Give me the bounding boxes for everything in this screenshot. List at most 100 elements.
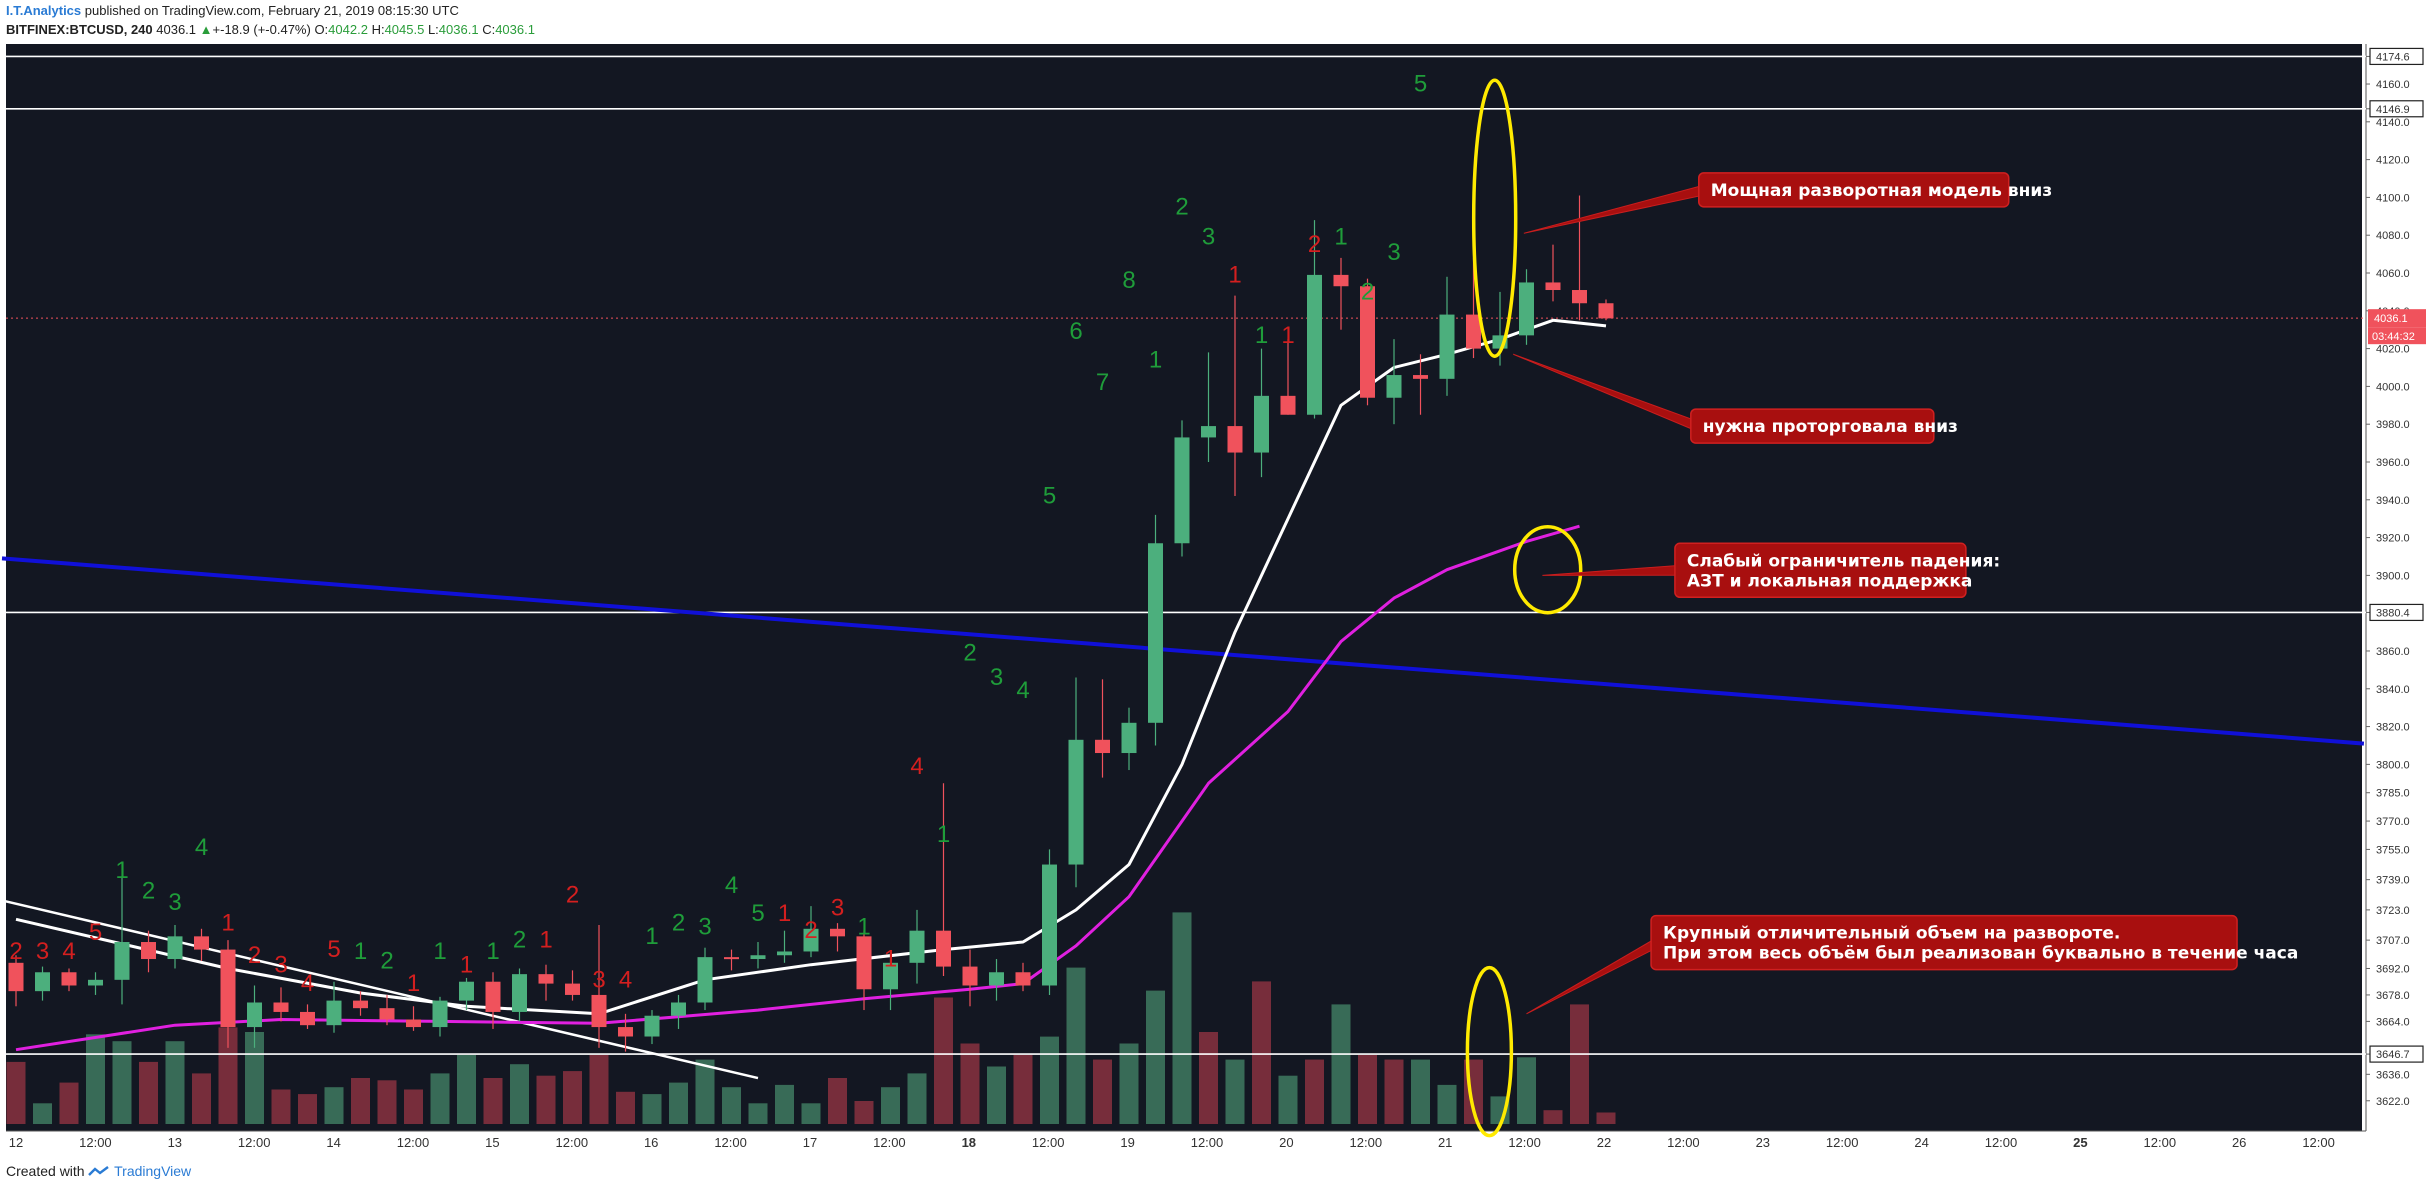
volume-bar [828,1078,847,1124]
price-tick-label: 3755.0 [2376,844,2410,856]
candle-body [459,981,474,1001]
candle-body [962,966,978,986]
volume-bar [6,1061,26,1124]
candle-body [1254,395,1269,453]
candle-body [432,1000,448,1028]
td-count-label: 5 [1414,71,1427,98]
volume-bar [1066,967,1086,1124]
ohlc-line: BITFINEX:BTCUSD, 240 4036.1 ▲+-18.9 (+-0… [6,22,535,37]
highlight-ellipse [1471,78,1518,358]
volume-bar [669,1082,688,1124]
candle-body [167,936,183,960]
td-count-label: 1 [221,910,234,937]
volume-bar [1278,1075,1298,1124]
volume-bar [1358,1055,1377,1124]
price-tick-label: 4174.6 [2376,51,2410,63]
volume-bar [245,1032,264,1124]
td-count-label: 4 [62,938,75,965]
volume-bar [934,997,953,1124]
published-text: published on TradingView.com, February 2… [84,3,459,18]
price-tick-label: 4120.0 [2376,155,2410,167]
candle-body [936,930,951,967]
price-level-label-box [2369,100,2424,118]
candle-body [1307,274,1322,415]
volume-bar [510,1064,529,1124]
annotation-box [1698,172,2010,208]
time-tick-label: 21 [1438,1135,1452,1150]
highlight-ellipse [1512,524,1583,615]
candle-body [777,951,792,956]
candle-body [512,974,527,1012]
volume-bar [1517,1057,1536,1124]
td-count-label: 2 [1175,193,1188,220]
volume-bar [377,1080,397,1124]
volume-bar [563,1071,582,1124]
td-count-label: 2 [1308,231,1321,258]
volume-bar [139,1061,158,1124]
td-count-label: 3 [831,895,844,922]
author-link[interactable]: I.T.Analytics [6,3,82,18]
candle-body [883,962,898,990]
price-tick-label: 3770.0 [2376,816,2410,828]
volume-bar [271,1089,291,1124]
price-tick-label: 3646.7 [2376,1049,2410,1061]
td-count-label: 1 [1228,261,1241,288]
candle-body [1121,722,1137,754]
volume-bar [86,1034,105,1124]
candle-body [618,1027,633,1037]
symbol-label: BITFINEX:BTCUSD, 240 [6,22,153,37]
time-tick-label: 12:00 [1826,1135,1859,1150]
volume-bar [1013,1055,1033,1124]
countdown-badge [2368,327,2426,345]
time-tick-label: 20 [1279,1135,1293,1150]
annotation-box [1674,542,1967,599]
candle-body [830,928,845,937]
time-tick-label: 16 [644,1135,658,1150]
td-count-label: 1 [884,946,897,973]
candle-body [565,983,580,995]
td-count-label: 2 [963,639,976,666]
annotation-text: АЗТ и локальная поддержка [1687,571,1972,591]
time-tick-label: 12:00 [1508,1135,1541,1150]
td-count-label: 3 [168,889,181,916]
td-count-label: 2 [380,947,393,974]
candle-body [88,979,103,986]
td-count-label: 3 [698,913,711,940]
time-tick-label: 23 [1756,1135,1770,1150]
time-tick-label: 19 [1120,1135,1134,1150]
price-tick-label: 3960.0 [2376,457,2410,469]
annotation-text: Мощная разворотная модель вниз [1711,181,2052,201]
price-tick-label: 4060.0 [2376,268,2410,280]
volume-bar [404,1089,423,1124]
td-count-label: 1 [354,938,367,965]
time-tick-label: 12:00 [397,1135,430,1150]
tradingview-link[interactable]: TradingView [114,1163,192,1179]
blue-trendline [1,556,2365,746]
td-count-label: 1 [539,927,552,954]
chart-footer: Created with TradingView [6,1163,191,1179]
price-tick-label: 3800.0 [2376,759,2410,771]
annotation-text: При этом весь объём был реализован буква… [1663,944,2298,964]
candle-body [141,942,156,960]
price-tick-label: 4146.9 [2376,104,2410,116]
td-count-label: 8 [1122,267,1135,294]
low-label: L: [427,22,439,37]
price-tick-label: 4140.0 [2376,117,2410,129]
volume-bar [1146,990,1165,1124]
price-tick-label: 4080.0 [2376,230,2410,242]
candle-body [1386,375,1402,398]
candle-body [1519,282,1534,336]
td-count-label: 5 [89,919,102,946]
time-tick-label: 25 [2073,1135,2087,1150]
volume-bar [987,1066,1006,1124]
td-count-label: 2 [566,881,579,908]
td-count-label: 2 [804,917,817,944]
time-tick-label: 12:00 [1985,1135,2018,1150]
annotation-box [1650,914,2238,971]
white-downtrend-line [1,899,759,1080]
time-tick-label: 12:00 [1191,1135,1224,1150]
volume-bar [351,1078,370,1124]
volume-bar [1172,912,1192,1124]
